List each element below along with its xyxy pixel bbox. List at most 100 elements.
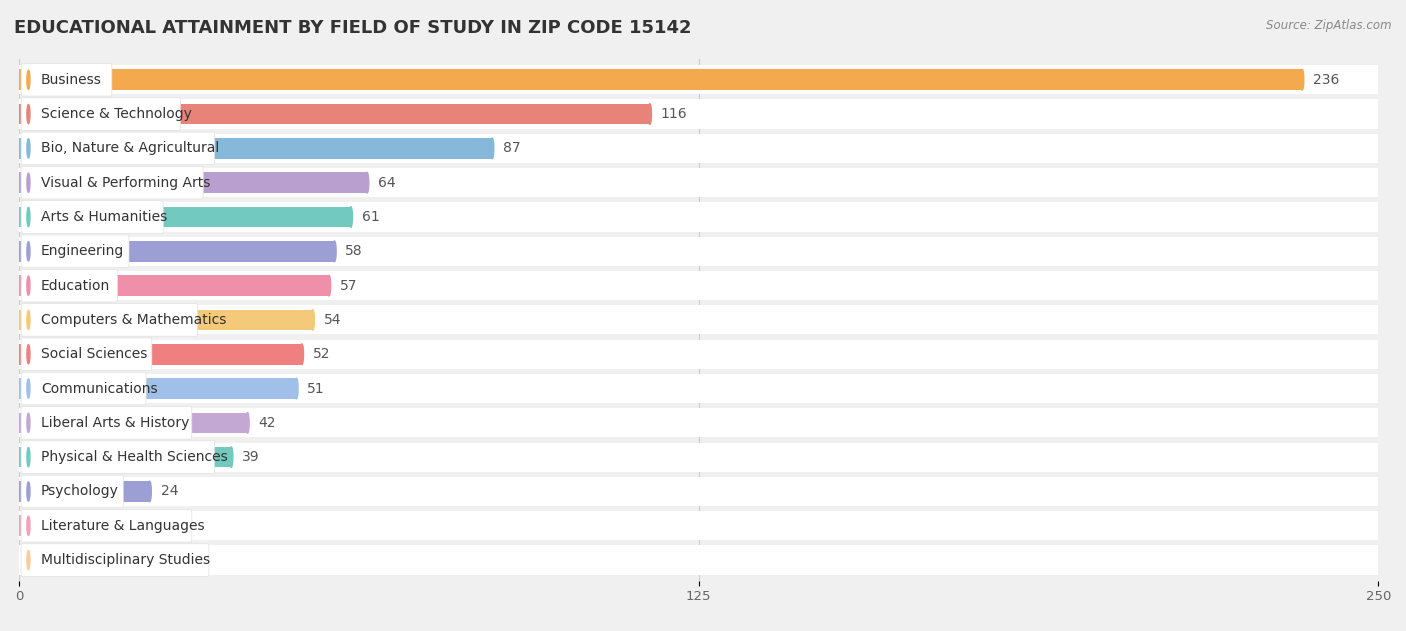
- Bar: [20, 207, 352, 227]
- Bar: [20, 481, 149, 502]
- Circle shape: [27, 105, 30, 124]
- Text: Arts & Humanities: Arts & Humanities: [41, 210, 167, 224]
- FancyBboxPatch shape: [21, 98, 180, 131]
- FancyBboxPatch shape: [20, 339, 1378, 369]
- FancyBboxPatch shape: [21, 372, 146, 405]
- FancyBboxPatch shape: [21, 544, 209, 576]
- Bar: [20, 103, 650, 124]
- FancyBboxPatch shape: [21, 441, 215, 473]
- Text: Computers & Mathematics: Computers & Mathematics: [41, 313, 226, 327]
- Circle shape: [1301, 69, 1303, 90]
- Bar: [20, 241, 335, 262]
- Circle shape: [27, 310, 30, 329]
- Bar: [20, 413, 247, 433]
- Circle shape: [311, 310, 315, 330]
- Text: Liberal Arts & History: Liberal Arts & History: [41, 416, 190, 430]
- FancyBboxPatch shape: [21, 475, 124, 508]
- Text: Literature & Languages: Literature & Languages: [41, 519, 204, 533]
- FancyBboxPatch shape: [20, 511, 1378, 540]
- Text: 58: 58: [346, 244, 363, 258]
- FancyBboxPatch shape: [20, 442, 1378, 472]
- FancyBboxPatch shape: [20, 408, 1378, 437]
- Circle shape: [328, 275, 330, 296]
- FancyBboxPatch shape: [21, 235, 129, 268]
- Circle shape: [115, 516, 118, 536]
- Bar: [20, 447, 231, 468]
- Circle shape: [27, 139, 30, 158]
- Text: 236: 236: [1313, 73, 1340, 86]
- Circle shape: [491, 138, 494, 158]
- FancyBboxPatch shape: [20, 477, 1378, 506]
- FancyBboxPatch shape: [21, 201, 163, 233]
- Bar: [20, 344, 302, 365]
- Text: Science & Technology: Science & Technology: [41, 107, 191, 121]
- Circle shape: [27, 208, 30, 227]
- FancyBboxPatch shape: [20, 545, 1378, 575]
- FancyBboxPatch shape: [20, 134, 1378, 163]
- FancyBboxPatch shape: [21, 167, 204, 199]
- Bar: [20, 516, 117, 536]
- Text: 116: 116: [661, 107, 688, 121]
- Text: EDUCATIONAL ATTAINMENT BY FIELD OF STUDY IN ZIP CODE 15142: EDUCATIONAL ATTAINMENT BY FIELD OF STUDY…: [14, 19, 692, 37]
- Circle shape: [229, 447, 233, 468]
- Text: 24: 24: [160, 485, 179, 498]
- Circle shape: [27, 447, 30, 467]
- Text: Visual & Performing Arts: Visual & Performing Arts: [41, 175, 211, 190]
- Text: 64: 64: [378, 175, 395, 190]
- Text: 18: 18: [128, 519, 146, 533]
- Circle shape: [349, 207, 353, 227]
- Text: 57: 57: [340, 279, 357, 293]
- Text: Source: ZipAtlas.com: Source: ZipAtlas.com: [1267, 19, 1392, 32]
- Text: 54: 54: [323, 313, 342, 327]
- FancyBboxPatch shape: [21, 406, 191, 439]
- Bar: [20, 69, 1302, 90]
- Circle shape: [246, 413, 249, 433]
- Circle shape: [27, 516, 30, 535]
- Text: Physical & Health Sciences: Physical & Health Sciences: [41, 450, 228, 464]
- Circle shape: [27, 482, 30, 501]
- Circle shape: [366, 172, 368, 193]
- Circle shape: [648, 103, 651, 124]
- FancyBboxPatch shape: [20, 100, 1378, 129]
- Text: Education: Education: [41, 279, 110, 293]
- Circle shape: [27, 550, 30, 570]
- Text: Communications: Communications: [41, 382, 157, 396]
- Text: Psychology: Psychology: [41, 485, 120, 498]
- Circle shape: [333, 241, 336, 262]
- Circle shape: [27, 379, 30, 398]
- Circle shape: [27, 70, 30, 90]
- Bar: [20, 378, 297, 399]
- Bar: [20, 275, 329, 296]
- Text: 52: 52: [312, 347, 330, 361]
- Circle shape: [148, 481, 152, 502]
- FancyBboxPatch shape: [20, 237, 1378, 266]
- Circle shape: [295, 378, 298, 399]
- Circle shape: [27, 173, 30, 192]
- Bar: [20, 138, 492, 158]
- Text: 51: 51: [308, 382, 325, 396]
- Text: 0: 0: [30, 553, 39, 567]
- FancyBboxPatch shape: [20, 374, 1378, 403]
- Text: Multidisciplinary Studies: Multidisciplinary Studies: [41, 553, 209, 567]
- Circle shape: [27, 242, 30, 261]
- FancyBboxPatch shape: [21, 269, 118, 302]
- FancyBboxPatch shape: [20, 168, 1378, 198]
- FancyBboxPatch shape: [21, 338, 152, 370]
- Circle shape: [27, 345, 30, 364]
- Text: Bio, Nature & Agricultural: Bio, Nature & Agricultural: [41, 141, 219, 155]
- Circle shape: [27, 413, 30, 432]
- Text: Engineering: Engineering: [41, 244, 124, 258]
- Text: Business: Business: [41, 73, 101, 86]
- FancyBboxPatch shape: [20, 271, 1378, 300]
- Bar: [20, 310, 312, 330]
- Text: Social Sciences: Social Sciences: [41, 347, 148, 361]
- FancyBboxPatch shape: [21, 64, 112, 96]
- Text: 42: 42: [259, 416, 276, 430]
- FancyBboxPatch shape: [21, 132, 215, 165]
- FancyBboxPatch shape: [20, 203, 1378, 232]
- Text: 87: 87: [503, 141, 520, 155]
- Text: 61: 61: [361, 210, 380, 224]
- FancyBboxPatch shape: [21, 509, 191, 542]
- Bar: [20, 172, 367, 193]
- Circle shape: [27, 276, 30, 295]
